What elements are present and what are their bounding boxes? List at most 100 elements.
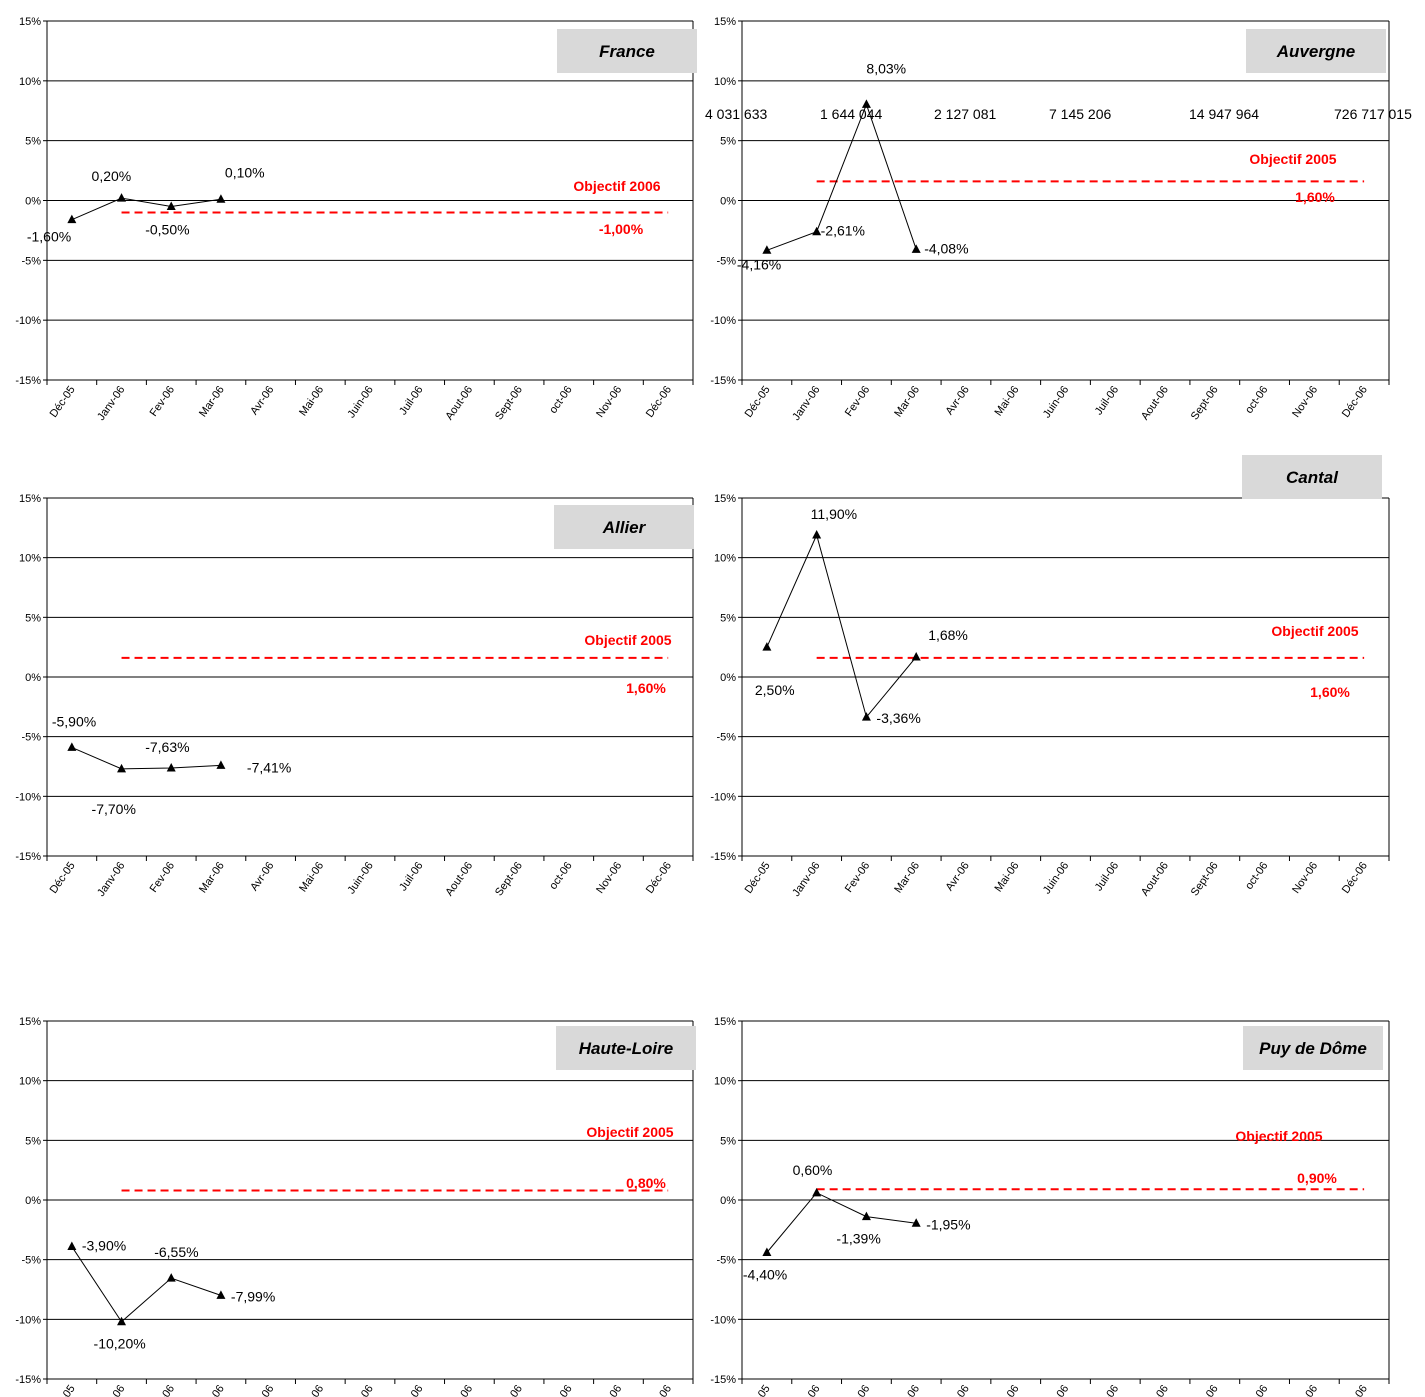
data-point-marker	[166, 1273, 176, 1282]
x-tick-label: Mai-06	[297, 384, 326, 418]
objective-value-label: 0,90%	[1297, 1170, 1337, 1186]
data-point-marker	[812, 529, 822, 539]
y-tick-label: -5%	[716, 732, 736, 744]
x-tick-label: Mai-06	[993, 860, 1022, 894]
x-tick-label: Fev-06	[843, 384, 872, 419]
x-tick-label: Janv-06	[790, 384, 822, 423]
x-tick-label: Déc-06	[1340, 860, 1370, 896]
y-tick-label: 0%	[720, 196, 736, 208]
x-tick-label: Juin-06	[1041, 860, 1072, 896]
objective-label: Objectif 2005	[1235, 1128, 1322, 1144]
data-point-marker	[166, 763, 176, 772]
x-tick-label: Déc-06	[1340, 384, 1370, 420]
x-tick-label: Mar-06	[197, 384, 227, 419]
chart-panel: 15% 10% 5% 0% -5% -10% -15% Déc-05 Janv-06 Fev-06…	[705, 16, 1412, 423]
y-tick-label: 5%	[720, 612, 736, 624]
x-tick-label: Sept-06	[1189, 384, 1221, 422]
x-tick-label: Juin-06	[345, 384, 376, 420]
x-tick-label: Janv-06	[95, 384, 127, 423]
x-tick-label: Juil-06	[397, 860, 425, 893]
y-tick-label: -15%	[15, 375, 41, 387]
data-label: 11,90%	[811, 506, 857, 522]
y-tick-label: 15%	[19, 1016, 41, 1028]
data-point-marker	[812, 1187, 822, 1197]
data-point-marker	[166, 201, 176, 210]
chart-title: Puy de Dôme	[1259, 1039, 1367, 1058]
data-point-marker	[762, 245, 772, 254]
x-tick-label: Sept-06	[1189, 860, 1221, 898]
y-tick-label: 5%	[25, 1135, 41, 1147]
header-number: 1 644 044	[820, 106, 882, 122]
x-tick-label: Mar-06	[197, 860, 227, 895]
y-tick-label: 10%	[714, 553, 736, 565]
objective-value-label: 1,60%	[1310, 684, 1350, 700]
data-label: 2,50%	[755, 682, 795, 698]
data-point-marker	[216, 760, 226, 769]
x-tick-label: Déc-05	[48, 860, 78, 896]
data-point-marker	[911, 244, 921, 253]
data-label: -0,50%	[145, 221, 189, 237]
y-tick-label: 10%	[714, 76, 736, 88]
y-tick-label: -10%	[710, 1314, 736, 1326]
x-tick-label: Mar-06	[892, 1383, 922, 1397]
y-tick-label: 15%	[19, 16, 41, 28]
x-tick-label: oct-06	[1243, 384, 1270, 416]
objective-label: Objectif 2006	[573, 178, 660, 194]
x-tick-label: Aout-06	[443, 1383, 475, 1397]
y-tick-label: -10%	[15, 315, 41, 327]
series-line	[71, 1246, 222, 1323]
chart-panel: 15% 10% 5% 0% -5% -10% -15% Déc-05 Janv-06 Fev-06…	[710, 1016, 1390, 1397]
data-point-marker	[67, 214, 77, 224]
data-label: -1,39%	[836, 1231, 880, 1247]
series-line	[766, 1192, 917, 1253]
data-label: 0,20%	[92, 168, 132, 184]
header-number: 7 145 206	[1049, 106, 1111, 122]
x-tick-label: Juil-06	[1093, 384, 1121, 417]
chart-panel: 15% 10% 5% 0% -5% -10% -15% Déc-05 Janv-06 Fev-06…	[15, 1016, 696, 1397]
chart-title-box	[554, 505, 694, 549]
x-tick-label: Juin-06	[1041, 1383, 1072, 1397]
x-tick-label: oct-06	[547, 860, 574, 892]
data-point-marker	[911, 1218, 921, 1227]
objective-value-label: 1,60%	[1295, 189, 1335, 205]
header-number: 14 947 964	[1189, 106, 1259, 122]
chart-title: Cantal	[1286, 468, 1339, 487]
x-tick-label: Juil-06	[397, 1383, 425, 1397]
data-point-marker	[117, 763, 127, 773]
x-tick-label: Fev-06	[843, 1383, 872, 1397]
x-tick-label: Juin-06	[1041, 384, 1072, 420]
x-tick-label: Juin-06	[345, 1383, 376, 1397]
chart-title-box	[1243, 1026, 1383, 1070]
y-tick-label: -15%	[710, 851, 736, 863]
y-tick-label: 0%	[25, 196, 41, 208]
x-tick-label: Aout-06	[1139, 384, 1171, 422]
data-label: -7,41%	[247, 759, 291, 775]
data-label: -1,95%	[926, 1216, 970, 1232]
y-tick-label: 0%	[720, 672, 736, 684]
x-tick-label: Déc-06	[1340, 1383, 1370, 1397]
x-tick-label: Sept-06	[1189, 1383, 1221, 1397]
data-point-marker	[762, 1247, 772, 1257]
x-tick-label: Sept-06	[493, 1383, 525, 1397]
x-tick-label: Déc-05	[743, 1383, 773, 1397]
y-tick-label: -15%	[15, 1374, 41, 1386]
y-tick-label: 15%	[714, 1016, 736, 1028]
y-tick-label: -15%	[15, 851, 41, 863]
x-tick-label: Janv-06	[790, 860, 822, 899]
data-label: -4,08%	[924, 240, 968, 256]
y-tick-label: 0%	[720, 1195, 736, 1207]
x-tick-label: Nov-06	[594, 1383, 624, 1397]
objective-value-label: -1,00%	[599, 221, 644, 237]
data-point-marker	[117, 193, 127, 202]
chart-title: Allier	[602, 518, 647, 537]
data-label: -3,36%	[876, 710, 920, 726]
header-number: 2 127 081	[934, 106, 996, 122]
chart-title-box	[557, 29, 697, 73]
series-line	[71, 746, 221, 770]
y-tick-label: 10%	[19, 76, 41, 88]
data-point-marker	[861, 712, 871, 721]
data-label: -4,16%	[737, 256, 781, 272]
x-tick-label: Déc-05	[48, 384, 78, 420]
chart-title: Auvergne	[1276, 42, 1355, 61]
